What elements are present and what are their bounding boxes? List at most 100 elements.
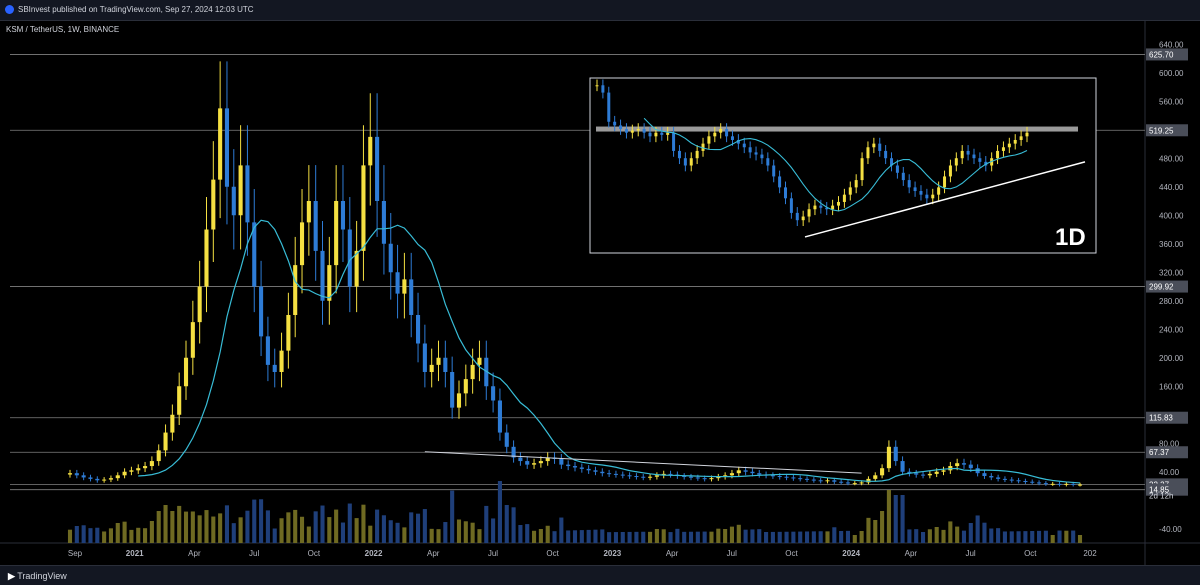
- volume-bar: [1030, 531, 1035, 543]
- inset-candle-body: [1013, 139, 1017, 144]
- volume-bar: [702, 531, 707, 543]
- inset-candle-body: [701, 143, 705, 151]
- candle-body: [224, 108, 230, 187]
- x-tick-label: Oct: [308, 549, 321, 558]
- inset-candle-body: [901, 172, 905, 181]
- y-tick-label: 480.00: [1159, 154, 1184, 163]
- volume-bar: [368, 525, 373, 543]
- volume-bar: [634, 531, 639, 543]
- candle-body: [572, 466, 578, 468]
- volume-bar: [914, 529, 919, 543]
- candle-body: [668, 473, 673, 475]
- volume-bar: [177, 505, 182, 543]
- candle-body: [532, 463, 537, 465]
- candle-body: [122, 471, 127, 476]
- inset-moving-average: [643, 117, 1028, 212]
- candle-body: [484, 357, 489, 387]
- tradingview-logo[interactable]: ▶ TradingView: [8, 571, 67, 581]
- volume-bar: [736, 524, 741, 543]
- level-label-box: [1146, 446, 1188, 459]
- volume-bar: [511, 507, 516, 543]
- level-label: 67.37: [1149, 448, 1170, 457]
- volume-bar: [245, 510, 250, 543]
- y-tick-label: -40.00: [1159, 525, 1182, 534]
- volume-bar: [804, 531, 810, 543]
- candle-body: [259, 286, 264, 337]
- candle-body: [286, 315, 291, 351]
- inset-candle-body: [654, 132, 658, 137]
- inset-candle-body: [854, 180, 858, 188]
- candle-body: [429, 364, 434, 372]
- candle-body: [770, 475, 775, 477]
- candle-body: [272, 364, 277, 372]
- candle-body: [545, 457, 550, 462]
- candle-body: [600, 471, 605, 474]
- candle-body: [613, 473, 618, 475]
- candle-body: [74, 473, 79, 476]
- volume-bar: [1064, 530, 1069, 543]
- inset-candle-body: [937, 187, 941, 195]
- volume-bar: [620, 532, 625, 543]
- candle-body: [634, 476, 639, 478]
- candle-body: [265, 336, 270, 365]
- volume-bar: [791, 531, 796, 543]
- candle-body: [368, 136, 373, 166]
- x-tick-label: Jul: [727, 549, 737, 558]
- volume-bar: [572, 530, 578, 543]
- inset-candle-body: [931, 194, 935, 199]
- candle-body: [456, 393, 462, 408]
- volume-bar: [654, 529, 659, 543]
- volume-bar: [920, 532, 926, 543]
- candle-body: [163, 432, 168, 451]
- author-avatar: [5, 5, 14, 14]
- volume-bar: [525, 524, 530, 543]
- candle-body: [900, 461, 905, 472]
- countdown-label: 2d 12h: [1149, 491, 1173, 500]
- candle-body: [211, 179, 216, 230]
- candle-body: [695, 477, 700, 479]
- volume-bar: [873, 520, 878, 543]
- candle-body: [381, 201, 386, 244]
- inset-candle-body: [925, 194, 929, 199]
- volume-bar: [108, 528, 113, 543]
- candle-body: [907, 471, 912, 474]
- x-tick-label: Apr: [905, 549, 918, 558]
- volume-bar: [675, 528, 680, 543]
- inset-candle-body: [636, 129, 640, 131]
- volume-bar: [1050, 535, 1055, 543]
- inset-candle-body: [1025, 132, 1029, 137]
- candle-body: [736, 470, 741, 474]
- inset-candle-body: [766, 158, 770, 166]
- volume-bar: [668, 532, 673, 543]
- candle-body: [218, 108, 223, 180]
- candle-body: [566, 464, 571, 467]
- inset-candle-body: [795, 212, 799, 221]
- descending-trendline: [424, 451, 862, 474]
- volume-bar: [102, 531, 107, 543]
- volume-bar: [886, 490, 891, 543]
- candle-body: [709, 478, 714, 480]
- volume-bar: [334, 509, 339, 543]
- inset-frame: [589, 77, 1097, 254]
- inset-candle-body: [778, 176, 782, 188]
- candle-body: [996, 477, 1001, 479]
- candle-body: [641, 476, 646, 478]
- candle-body: [1071, 483, 1076, 485]
- inset-candle-body: [748, 147, 752, 153]
- candle-body: [136, 468, 141, 471]
- inset-resistance-zone: [596, 126, 1078, 132]
- volume-bar: [825, 531, 830, 543]
- volume-bar: [115, 523, 120, 543]
- volume-bar: [627, 531, 632, 543]
- volume-bar: [893, 495, 898, 543]
- candle-body: [920, 474, 926, 476]
- volume-bar: [777, 531, 782, 543]
- price-chart[interactable]: 640.00600.00560.00520.00480.00440.00400.…: [0, 20, 1200, 565]
- x-tick-label: Oct: [546, 549, 559, 558]
- volume-bar: [961, 530, 967, 543]
- volume-bar: [143, 528, 148, 543]
- level-label: 115.83: [1149, 414, 1173, 423]
- candle-body: [95, 478, 100, 481]
- inset-candle-body: [707, 136, 711, 144]
- volume-bar: [238, 517, 243, 543]
